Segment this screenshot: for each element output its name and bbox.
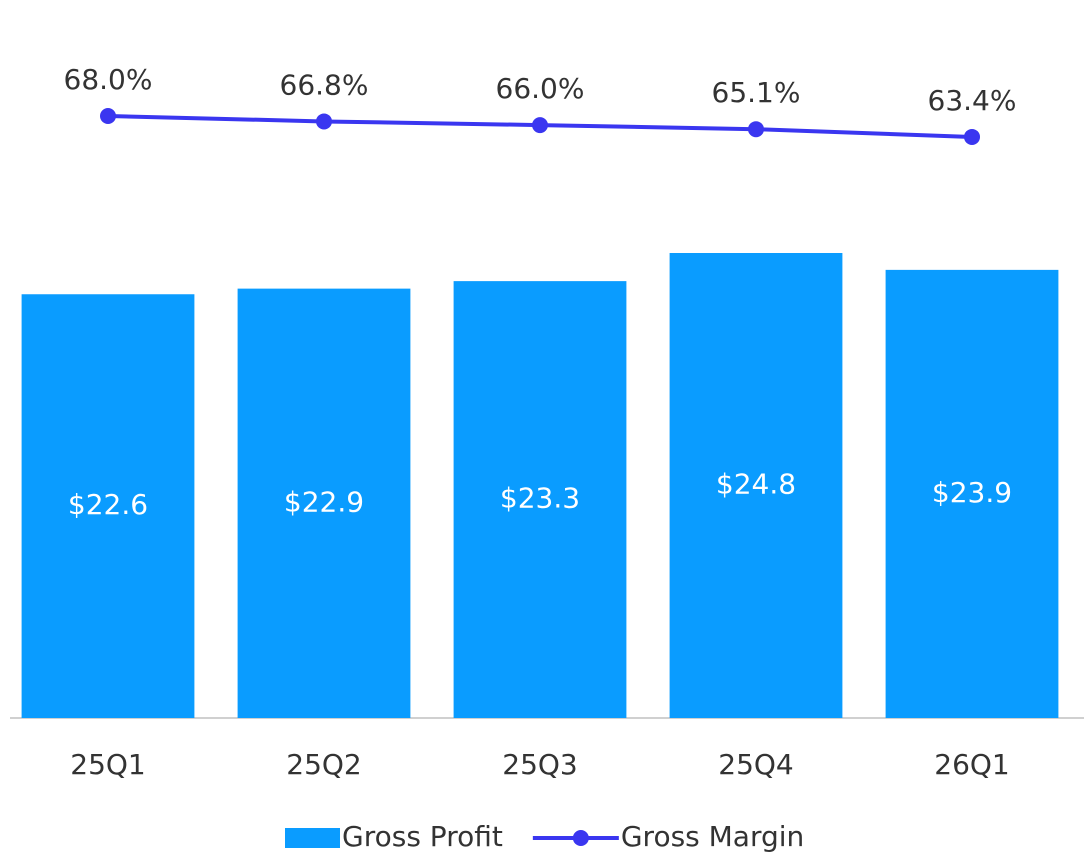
data-label: 65.1% [712, 76, 801, 109]
line-point [316, 113, 332, 130]
x-tick-label: 26Q1 [934, 748, 1009, 781]
bar [453, 281, 627, 718]
data-label: $22.6 [68, 488, 148, 521]
line-point [964, 128, 980, 145]
data-label: 66.8% [280, 68, 369, 101]
data-label: $24.8 [716, 468, 796, 501]
legend-swatch [285, 828, 340, 848]
bar [669, 253, 843, 718]
legend-label: Gross Margin [621, 820, 804, 853]
line-point [532, 117, 548, 134]
x-tick-label: 25Q3 [502, 748, 577, 781]
legend-swatch [572, 830, 589, 846]
line-point [100, 107, 116, 124]
legend-label: Gross Profit [342, 820, 503, 853]
data-label: $23.9 [932, 476, 1012, 509]
data-label: 68.0% [64, 63, 153, 96]
bar [237, 288, 411, 718]
x-tick-label: 25Q1 [70, 748, 145, 781]
x-tick-label: 25Q2 [286, 748, 361, 781]
data-label: $23.3 [500, 482, 580, 515]
bar [885, 269, 1059, 718]
data-label: 66.0% [496, 72, 585, 105]
data-label: $22.9 [284, 485, 364, 518]
line-point [748, 121, 764, 138]
data-label: 63.4% [928, 84, 1017, 117]
x-tick-label: 25Q4 [718, 748, 793, 781]
bar [21, 294, 195, 718]
